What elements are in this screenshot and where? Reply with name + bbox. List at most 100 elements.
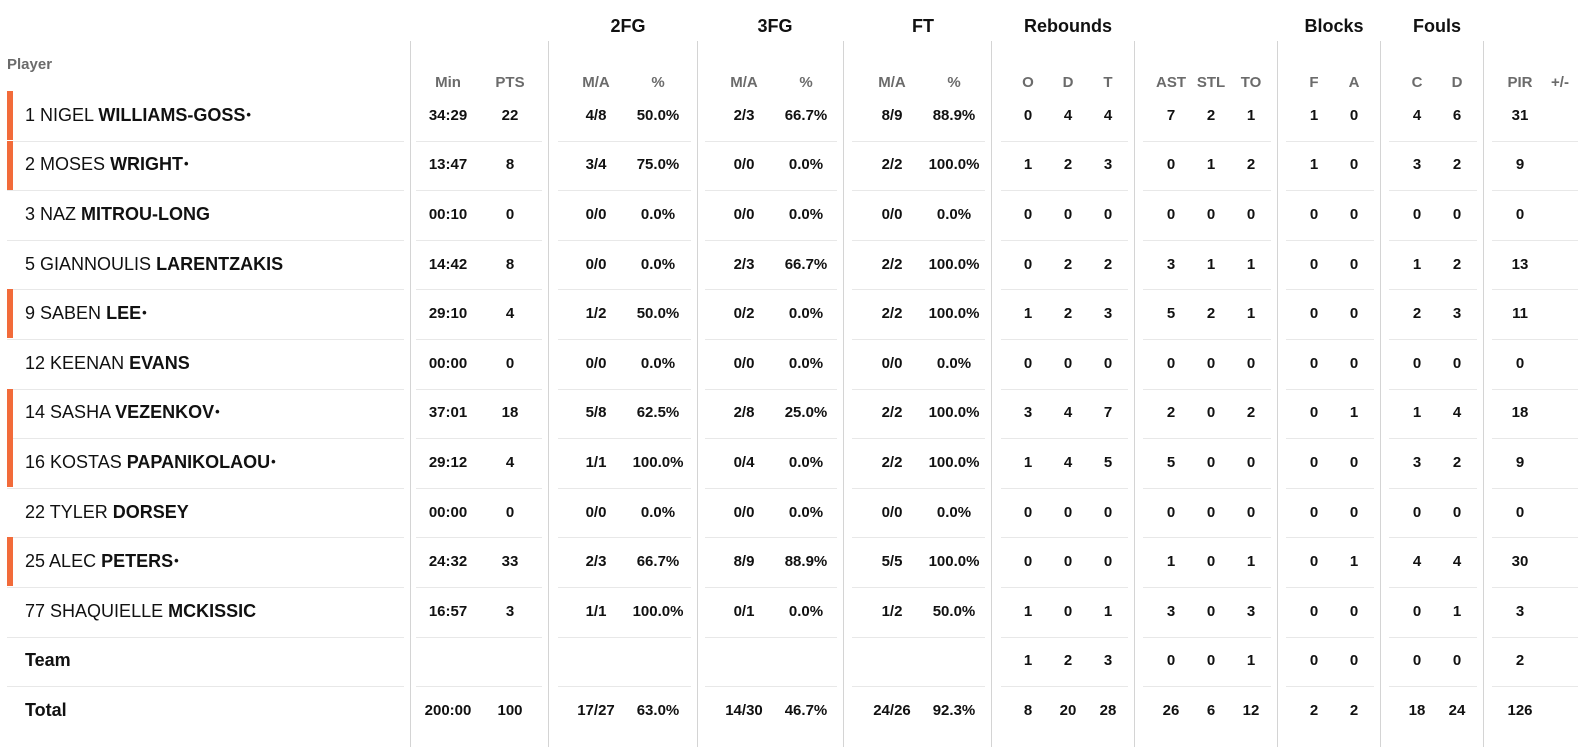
column-divider bbox=[410, 41, 411, 747]
column-header-reb-t[interactable]: T bbox=[1103, 74, 1113, 91]
player-name-link[interactable]: 5 GIANNOULIS LARENTZAKIS bbox=[25, 254, 283, 275]
row-separator bbox=[1389, 488, 1477, 489]
column-header-fg3-pct[interactable]: % bbox=[799, 74, 813, 91]
row-separator bbox=[1492, 637, 1578, 638]
row-separator bbox=[705, 190, 837, 191]
stat-stl: 0 bbox=[1206, 206, 1216, 223]
stat-stl: 6 bbox=[1206, 702, 1216, 719]
column-header-fg2-ma[interactable]: M/A bbox=[582, 74, 610, 91]
column-header-ft-ma[interactable]: M/A bbox=[878, 74, 906, 91]
column-header-ast[interactable]: AST bbox=[1156, 74, 1186, 91]
stat-min: 29:10 bbox=[428, 305, 468, 322]
stat-reb-o: 0 bbox=[1023, 504, 1033, 521]
column-header-fg2-pct[interactable]: % bbox=[651, 74, 665, 91]
stat-fg3-pct: 88.9% bbox=[784, 553, 828, 570]
column-header-foul-d[interactable]: D bbox=[1451, 74, 1463, 91]
stat-reb-d: 2 bbox=[1063, 156, 1073, 173]
stat-fg2-pct: 66.7% bbox=[636, 553, 680, 570]
stat-pts: 18 bbox=[501, 404, 519, 421]
row-separator bbox=[1001, 488, 1128, 489]
player-name-link[interactable]: 2 MOSES WRIGHT• bbox=[25, 154, 189, 175]
stat-blk-a: 0 bbox=[1349, 603, 1359, 620]
group-header-3fg: 3FG bbox=[757, 16, 793, 36]
column-header-foul-c[interactable]: C bbox=[1411, 74, 1423, 91]
stat-reb-d: 20 bbox=[1059, 702, 1077, 719]
stat-blk-f: 0 bbox=[1309, 256, 1319, 273]
player-name-link[interactable]: 25 ALEC PETERS• bbox=[25, 551, 179, 572]
row-separator bbox=[7, 637, 404, 638]
player-name-link[interactable]: 1 NIGEL WILLIAMS-GOSS• bbox=[25, 105, 251, 126]
group-header-ft: FT bbox=[912, 16, 934, 36]
row-separator bbox=[852, 289, 985, 290]
stat-pir: 0 bbox=[1515, 355, 1525, 372]
row-separator bbox=[416, 339, 542, 340]
row-separator bbox=[852, 587, 985, 588]
stat-to: 1 bbox=[1246, 256, 1256, 273]
stat-pts: 33 bbox=[501, 553, 519, 570]
column-header-pts[interactable]: PTS bbox=[495, 74, 525, 91]
stat-blk-a: 0 bbox=[1349, 652, 1359, 669]
stat-fg3-ma: 0/2 bbox=[733, 305, 755, 322]
row-separator bbox=[1286, 289, 1374, 290]
column-header-reb-d[interactable]: D bbox=[1062, 74, 1074, 91]
stat-foul-d: 4 bbox=[1452, 404, 1462, 421]
stat-fg3-pct: 0.0% bbox=[788, 206, 824, 223]
player-name-link[interactable]: 14 SASHA VEZENKOV• bbox=[25, 402, 220, 423]
player-name-link[interactable]: 12 KEENAN EVANS bbox=[25, 353, 190, 374]
stat-fg3-pct: 0.0% bbox=[788, 454, 824, 471]
player-number: 9 bbox=[25, 303, 36, 323]
stat-min: 24:32 bbox=[428, 553, 468, 570]
row-separator bbox=[1389, 190, 1477, 191]
stat-fg2-ma: 4/8 bbox=[585, 107, 607, 124]
stat-min: 00:00 bbox=[428, 504, 468, 521]
column-header-to[interactable]: TO bbox=[1240, 74, 1262, 91]
row-separator bbox=[416, 141, 542, 142]
column-header-reb-o[interactable]: O bbox=[1022, 74, 1034, 91]
column-header-plus-minus[interactable]: +/- bbox=[1551, 74, 1569, 91]
row-separator bbox=[705, 587, 837, 588]
row-separator bbox=[1389, 339, 1477, 340]
row-separator bbox=[1001, 438, 1128, 439]
column-header-stl[interactable]: STL bbox=[1196, 74, 1226, 91]
stat-foul-c: 4 bbox=[1412, 553, 1422, 570]
player-name-link[interactable]: 22 TYLER DORSEY bbox=[25, 502, 189, 523]
stat-to: 2 bbox=[1246, 156, 1256, 173]
column-header-blk-a[interactable]: A bbox=[1348, 74, 1360, 91]
player-name-link[interactable]: 16 KOSTAS PAPANIKOLAOU• bbox=[25, 452, 276, 473]
column-header-ft-pct[interactable]: % bbox=[947, 74, 961, 91]
player-last-name: WILLIAMS-GOSS bbox=[98, 105, 246, 125]
group-header-fouls: Fouls bbox=[1413, 16, 1461, 36]
player-name-link[interactable]: 9 SABEN LEE• bbox=[25, 303, 147, 324]
stat-pir: 30 bbox=[1511, 553, 1529, 570]
column-header-pir[interactable]: PIR bbox=[1507, 74, 1533, 91]
stat-foul-d: 0 bbox=[1452, 206, 1462, 223]
starter-mark: • bbox=[246, 107, 251, 122]
stat-blk-a: 0 bbox=[1349, 107, 1359, 124]
player-last-name: PAPANIKOLAOU bbox=[126, 452, 271, 472]
stat-fg2-ma: 1/1 bbox=[585, 454, 607, 471]
stat-ft-ma: 2/2 bbox=[881, 256, 903, 273]
row-separator bbox=[705, 339, 837, 340]
row-separator bbox=[705, 289, 837, 290]
starter-indicator bbox=[7, 389, 13, 438]
player-first-name: SABEN bbox=[40, 303, 102, 323]
stat-foul-c: 0 bbox=[1412, 355, 1422, 372]
stat-ft-pct: 0.0% bbox=[936, 206, 972, 223]
column-header-fg3-ma[interactable]: M/A bbox=[730, 74, 758, 91]
row-separator bbox=[852, 637, 985, 638]
stat-pts: 8 bbox=[505, 256, 515, 273]
row-separator bbox=[1492, 537, 1578, 538]
row-separator bbox=[1143, 240, 1271, 241]
stat-reb-t: 28 bbox=[1099, 702, 1117, 719]
column-header-min[interactable]: Min bbox=[435, 74, 461, 91]
player-name-link[interactable]: 77 SHAQUIELLE MCKISSIC bbox=[25, 601, 256, 622]
stat-reb-d: 2 bbox=[1063, 305, 1073, 322]
column-header-blk-f[interactable]: F bbox=[1309, 74, 1319, 91]
row-separator bbox=[558, 141, 691, 142]
player-number: 22 bbox=[25, 502, 46, 522]
row-separator bbox=[1492, 190, 1578, 191]
stat-blk-a: 0 bbox=[1349, 355, 1359, 372]
stat-stl: 0 bbox=[1206, 652, 1216, 669]
player-name-link[interactable]: 3 NAZ MITROU-LONG bbox=[25, 204, 210, 225]
